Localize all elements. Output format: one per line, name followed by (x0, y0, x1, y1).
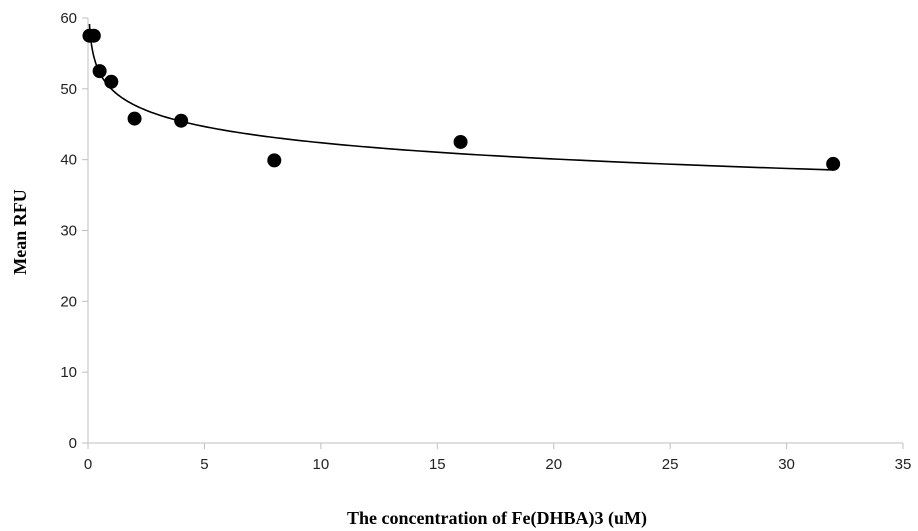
x-tick-label: 35 (895, 456, 912, 473)
y-tick-label: 40 (60, 152, 77, 169)
data-point (453, 134, 468, 149)
x-tick-label: 30 (778, 456, 795, 473)
data-points (82, 28, 841, 171)
data-point (92, 64, 107, 79)
x-tick-label: 25 (662, 456, 679, 473)
x-tick-label: 10 (313, 456, 330, 473)
y-tick-label: 50 (60, 81, 77, 98)
y-tick-labels: 0 10 20 30 40 50 60 (60, 10, 77, 452)
data-point (127, 111, 142, 126)
trendline (88, 24, 834, 171)
data-point (174, 113, 189, 128)
x-tick-labels: 0 5 10 15 20 25 30 35 (84, 456, 912, 473)
y-tick-label: 30 (60, 223, 77, 240)
data-point (826, 156, 841, 171)
x-axis-title: The concentration of Fe(DHBA)3 (uM) (347, 508, 647, 529)
x-tick-label: 0 (84, 456, 92, 473)
y-tick-label: 60 (60, 10, 77, 27)
y-tick-label: 0 (69, 435, 77, 452)
x-tick-label: 20 (545, 456, 562, 473)
trendline-layer (88, 24, 834, 171)
x-tick-label: 15 (429, 456, 446, 473)
y-tick-label: 20 (60, 293, 77, 310)
data-point (267, 153, 282, 168)
data-point (104, 74, 119, 89)
y-tick-label: 10 (60, 364, 77, 381)
y-axis-title: Mean RFU (10, 189, 30, 274)
axes (82, 17, 904, 449)
data-point (86, 28, 101, 43)
x-tick-label: 5 (200, 456, 208, 473)
